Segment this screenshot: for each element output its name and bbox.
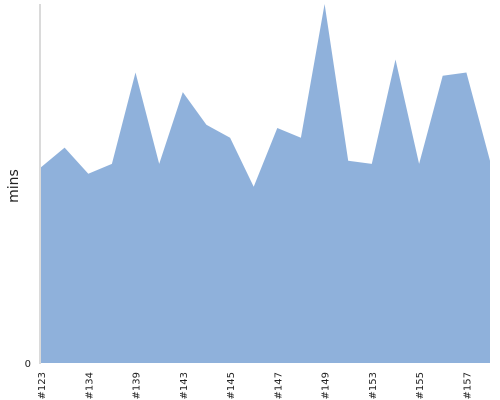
- y-axis-title: mins: [6, 169, 22, 203]
- x-tick-label: #155: [415, 372, 426, 399]
- x-tick-label: #123: [37, 372, 48, 399]
- x-tick-label: #139: [132, 372, 143, 399]
- y-tick-label: 0: [25, 359, 31, 370]
- x-tick-label: #145: [226, 372, 237, 399]
- plot-area: [41, 4, 490, 363]
- x-tick-label: #157: [462, 372, 473, 399]
- x-tick-label: #143: [179, 372, 190, 399]
- x-tick-label: #147: [273, 372, 284, 399]
- series-area: [41, 4, 490, 363]
- y-axis-ticks: 0: [25, 359, 31, 370]
- x-tick-label: #149: [321, 372, 332, 399]
- x-tick-label: #134: [84, 372, 95, 399]
- x-axis-ticks: #123 #134 #139 #143 #145 #147 #149 #153 #155 #157: [37, 372, 473, 399]
- x-tick-label: #153: [368, 372, 379, 399]
